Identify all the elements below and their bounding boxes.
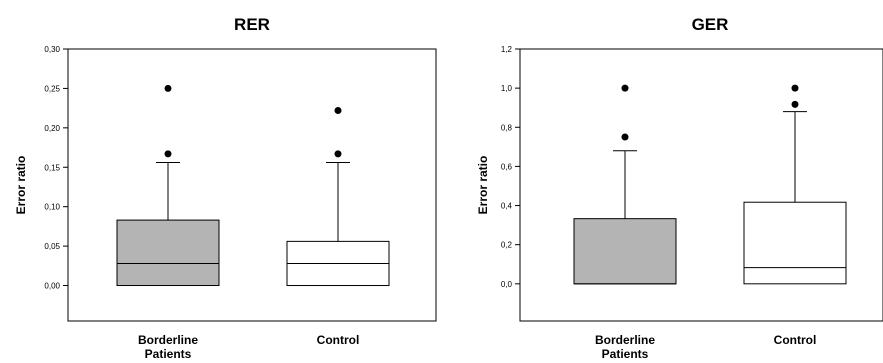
category-label: Patients xyxy=(602,347,649,361)
y-tick-label: 0,05 xyxy=(44,242,60,251)
outlier-point xyxy=(164,150,172,158)
category-label: Control xyxy=(317,333,360,347)
y-tick-label: 0,25 xyxy=(44,84,60,93)
outlier-point xyxy=(621,133,629,141)
chart-rer: RER Error ratio 0,00 0,05 0,10 0,15 0,20 0,25 0,… xyxy=(14,15,437,361)
y-tick-label: 0,0 xyxy=(501,280,513,289)
outlier-point xyxy=(621,84,629,92)
box xyxy=(573,218,677,285)
y-tick-label: 0,8 xyxy=(501,123,513,132)
y-tick-label: 0,20 xyxy=(44,124,60,133)
plot-frame xyxy=(519,48,883,322)
y-tick-label: 0,4 xyxy=(501,202,513,211)
outlier-point xyxy=(164,84,172,92)
y-tick-label: 0,30 xyxy=(44,45,60,54)
category-label: Borderline xyxy=(138,333,198,347)
y-tick-label: 1,0 xyxy=(501,84,513,93)
y-tick-label: 1,2 xyxy=(501,45,513,54)
plot-frame xyxy=(67,48,437,322)
y-axis-label: Error ratio xyxy=(476,156,490,215)
outlier-point xyxy=(791,84,799,92)
outlier-point xyxy=(334,150,342,158)
outlier-point xyxy=(791,100,799,108)
y-tick-label: 0,2 xyxy=(501,241,513,250)
category-label: Patients xyxy=(145,347,192,361)
y-axis-label: Error ratio xyxy=(14,156,28,215)
category-label: Control xyxy=(774,333,817,347)
y-tick-label: 0,00 xyxy=(44,282,60,291)
chart-title: GER xyxy=(692,15,729,34)
y-tick-label: 0,15 xyxy=(44,163,60,172)
box xyxy=(743,201,847,285)
box xyxy=(116,219,220,287)
chart-title: RER xyxy=(234,15,270,34)
category-label: Borderline xyxy=(595,333,655,347)
y-tick-label: 0,6 xyxy=(501,162,513,171)
y-tick-label: 0,10 xyxy=(44,203,60,212)
chart-ger: GER Error ratio 0,0 0,2 0,4 0,6 0,8 1,0 1,2 Borde… xyxy=(476,15,883,361)
outlier-point xyxy=(334,106,342,114)
